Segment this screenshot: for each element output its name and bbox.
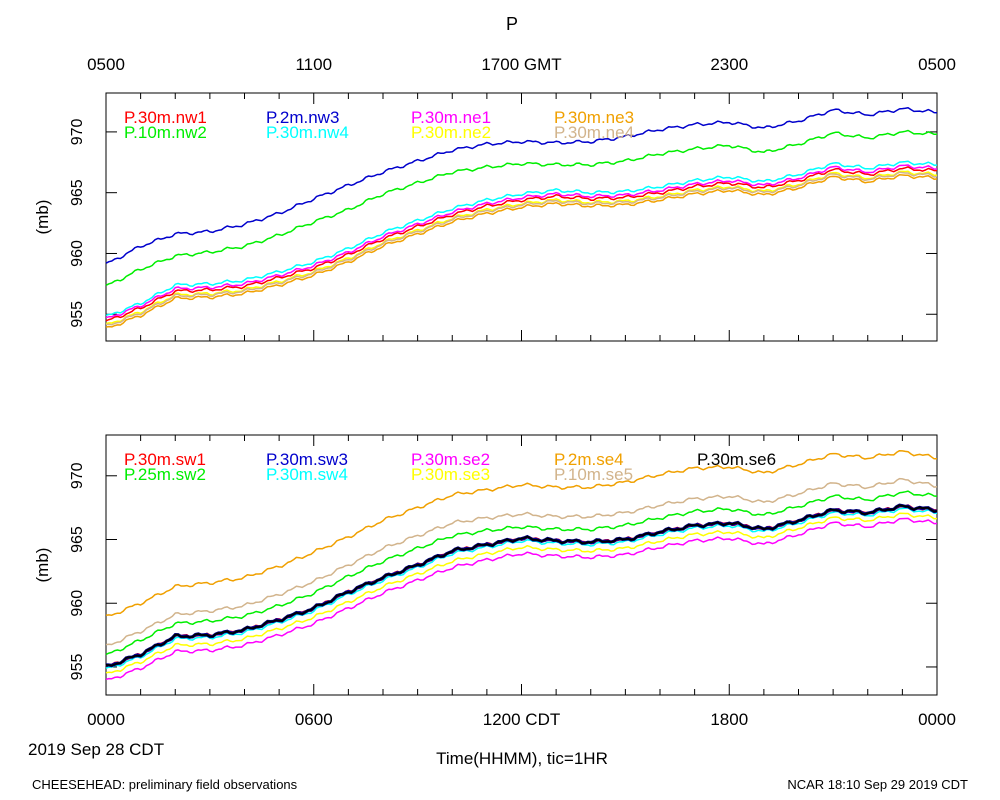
- bottom-panel-frame: [105, 434, 938, 696]
- x-tick-label: 1800: [710, 710, 748, 729]
- series-line-p-30m-se6: [105, 504, 938, 667]
- series-line-p-2m-se4: [105, 449, 937, 617]
- legend-entry: P.30m.ne3: [554, 108, 634, 127]
- top-panel-frame: [105, 92, 938, 342]
- legend-entry: P.30m.sw3: [266, 450, 348, 469]
- y-tick-label: 965: [69, 179, 86, 206]
- series-line-p-30m-ne1: [105, 164, 938, 319]
- series-line-p-25m-sw2: [105, 490, 938, 656]
- bottom-panel-ticks: 955 960 965 970 0000 0600 1200 CDT 1800 0000: [69, 435, 956, 729]
- date-label: 2019 Sep 28 CDT: [28, 740, 164, 759]
- series-line-p-2m-nw3: [105, 106, 938, 264]
- series-line-p-30m-sw4: [105, 507, 938, 669]
- legend-entry: P.25m.sw2: [124, 465, 206, 484]
- x-tick-label: 1200 CDT: [483, 710, 560, 729]
- series-line-p-10m-nw2: [105, 129, 937, 286]
- footer-left: CHEESEHEAD: preliminary field observatio…: [32, 777, 298, 792]
- bottom-panel-series: [105, 449, 938, 681]
- legend-entry: P.30m.se6: [697, 450, 776, 469]
- top-axis-tick-label: 1100: [295, 55, 332, 74]
- top-panel: 955 960 965 970 0500 1100 1700 GMT 2300 0500 P.3…: [33, 55, 956, 342]
- y-tick-label: 955: [69, 654, 86, 681]
- series-line-p-10m-se5: [105, 477, 938, 646]
- bottom-panel: 955 960 965 970 0000 0600 1200 CDT 1800 0000 P.3…: [33, 434, 956, 729]
- legend-entry: P.2m.nw3: [266, 108, 339, 127]
- top-panel-ticks: 955 960 965 970 0500 1100 1700 GMT 2300 0500: [69, 55, 956, 341]
- y-tick-label: 960: [69, 240, 86, 267]
- series-line-p-30m-nw1: [105, 166, 937, 322]
- bottom-panel-ylabel: (mb): [33, 548, 52, 583]
- legend-entry: P.30m.ne2: [411, 123, 491, 142]
- top-axis-tick-label: 0500: [918, 55, 956, 74]
- legend-entry: P.30m.ne1: [411, 108, 491, 127]
- legend-entry: P.10m.se5: [554, 465, 633, 484]
- legend-entry: P.10m.nw2: [124, 123, 207, 142]
- top-axis-tick-label: 1700 GMT: [481, 55, 561, 74]
- y-tick-label: 970: [69, 118, 86, 145]
- legend-entry: P.30m.nw1: [124, 108, 207, 127]
- y-tick-label: 955: [69, 301, 86, 328]
- top-panel-series: [105, 106, 938, 328]
- y-tick-label: 960: [69, 590, 86, 617]
- legend-entry: P.30m.se2: [411, 450, 490, 469]
- series-line-p-30m-se3: [105, 512, 938, 674]
- y-tick-label: 965: [69, 526, 86, 553]
- legend-entry: P.30m.sw4: [266, 465, 348, 484]
- top-axis-tick-label: 2300: [710, 55, 748, 74]
- legend-entry: P.30m.se3: [411, 465, 490, 484]
- legend-entry: P.30m.nw4: [266, 123, 349, 142]
- series-line-p-30m-ne3: [105, 174, 938, 328]
- series-line-p-30m-se2: [105, 517, 938, 681]
- legend-entry: P.30m.sw1: [124, 450, 206, 469]
- footer-right: NCAR 18:10 Sep 29 2019 CDT: [787, 777, 968, 792]
- y-tick-label: 970: [69, 462, 86, 489]
- chart-title: P: [506, 14, 518, 34]
- legend-entry: P.2m.se4: [554, 450, 624, 469]
- series-line-p-30m-nw4: [105, 160, 938, 317]
- series-line-p-30m-ne4: [105, 171, 938, 326]
- x-axis-label: Time(HHMM), tic=1HR: [436, 749, 608, 768]
- x-tick-label: 0600: [295, 710, 333, 729]
- legend-entry: P.30m.ne4: [554, 123, 634, 142]
- x-tick-label: 0000: [87, 710, 125, 729]
- x-tick-label: 0000: [918, 710, 956, 729]
- top-panel-ylabel: (mb): [33, 200, 52, 235]
- top-axis-tick-label: 0500: [87, 55, 125, 74]
